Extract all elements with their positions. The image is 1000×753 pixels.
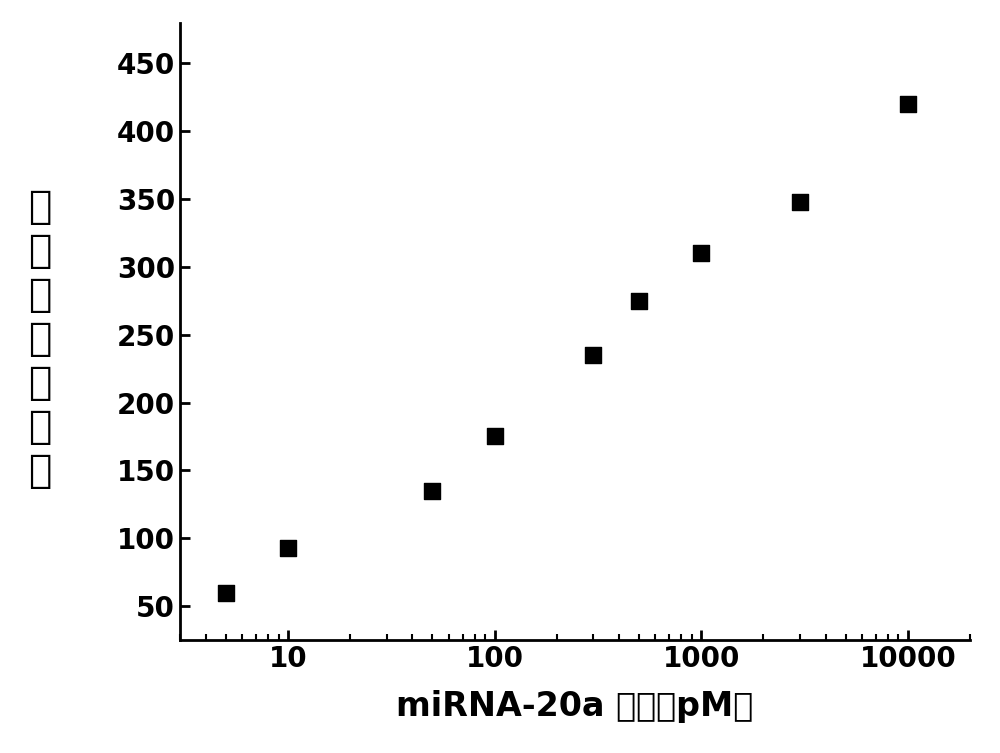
Point xyxy=(487,431,503,443)
Point xyxy=(792,196,808,208)
Text: 电
化
学
发
光
强
度: 电 化 学 发 光 强 度 xyxy=(28,187,52,490)
Point xyxy=(693,247,709,259)
Point xyxy=(280,541,296,553)
X-axis label: miRNA-20a 浓度（pM）: miRNA-20a 浓度（pM） xyxy=(396,690,754,723)
Point xyxy=(218,587,234,599)
Point xyxy=(424,485,440,497)
Point xyxy=(631,294,647,306)
Point xyxy=(900,98,916,110)
Point xyxy=(585,349,601,361)
